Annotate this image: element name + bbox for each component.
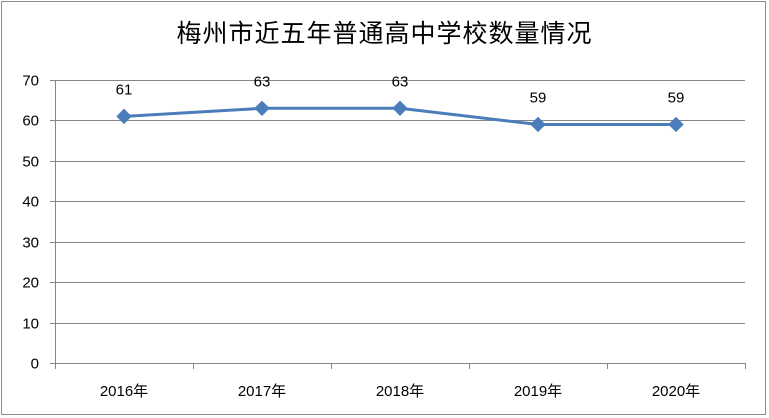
x-tick-label: 2017年 xyxy=(238,383,286,400)
y-tick-label: 50 xyxy=(22,154,39,171)
data-label: 63 xyxy=(392,73,409,90)
data-label: 59 xyxy=(668,89,685,106)
chart-title: 梅州市近五年普通高中学校数量情况 xyxy=(176,19,593,48)
data-point-marker xyxy=(254,100,270,117)
y-tick-label: 0 xyxy=(31,356,39,373)
data-point-marker xyxy=(530,116,546,133)
data-label: 59 xyxy=(530,89,547,106)
y-tick-label: 30 xyxy=(22,235,39,252)
x-tick-label: 2016年 xyxy=(100,383,148,400)
y-tick-label: 60 xyxy=(22,113,39,130)
y-tick-label: 40 xyxy=(22,194,39,211)
x-tick-label: 2018年 xyxy=(376,383,424,400)
gridlines xyxy=(55,80,745,324)
data-label: 61 xyxy=(116,81,133,98)
x-tick-label: 2020年 xyxy=(652,383,700,400)
y-tick-label: 20 xyxy=(22,275,39,292)
data-point-marker xyxy=(392,100,408,117)
y-tick-label: 70 xyxy=(22,73,39,90)
y-tick-label: 10 xyxy=(22,316,39,333)
data-label: 63 xyxy=(254,73,271,90)
series-markers xyxy=(116,100,684,133)
x-tick-label: 2019年 xyxy=(514,383,562,400)
axes xyxy=(50,80,746,369)
data-point-marker xyxy=(116,108,132,125)
labels: 0 10 20 30 40 50 60 70 2016年 2017年 2018年 2019年 2020年… xyxy=(22,73,700,401)
data-point-marker xyxy=(668,116,684,133)
